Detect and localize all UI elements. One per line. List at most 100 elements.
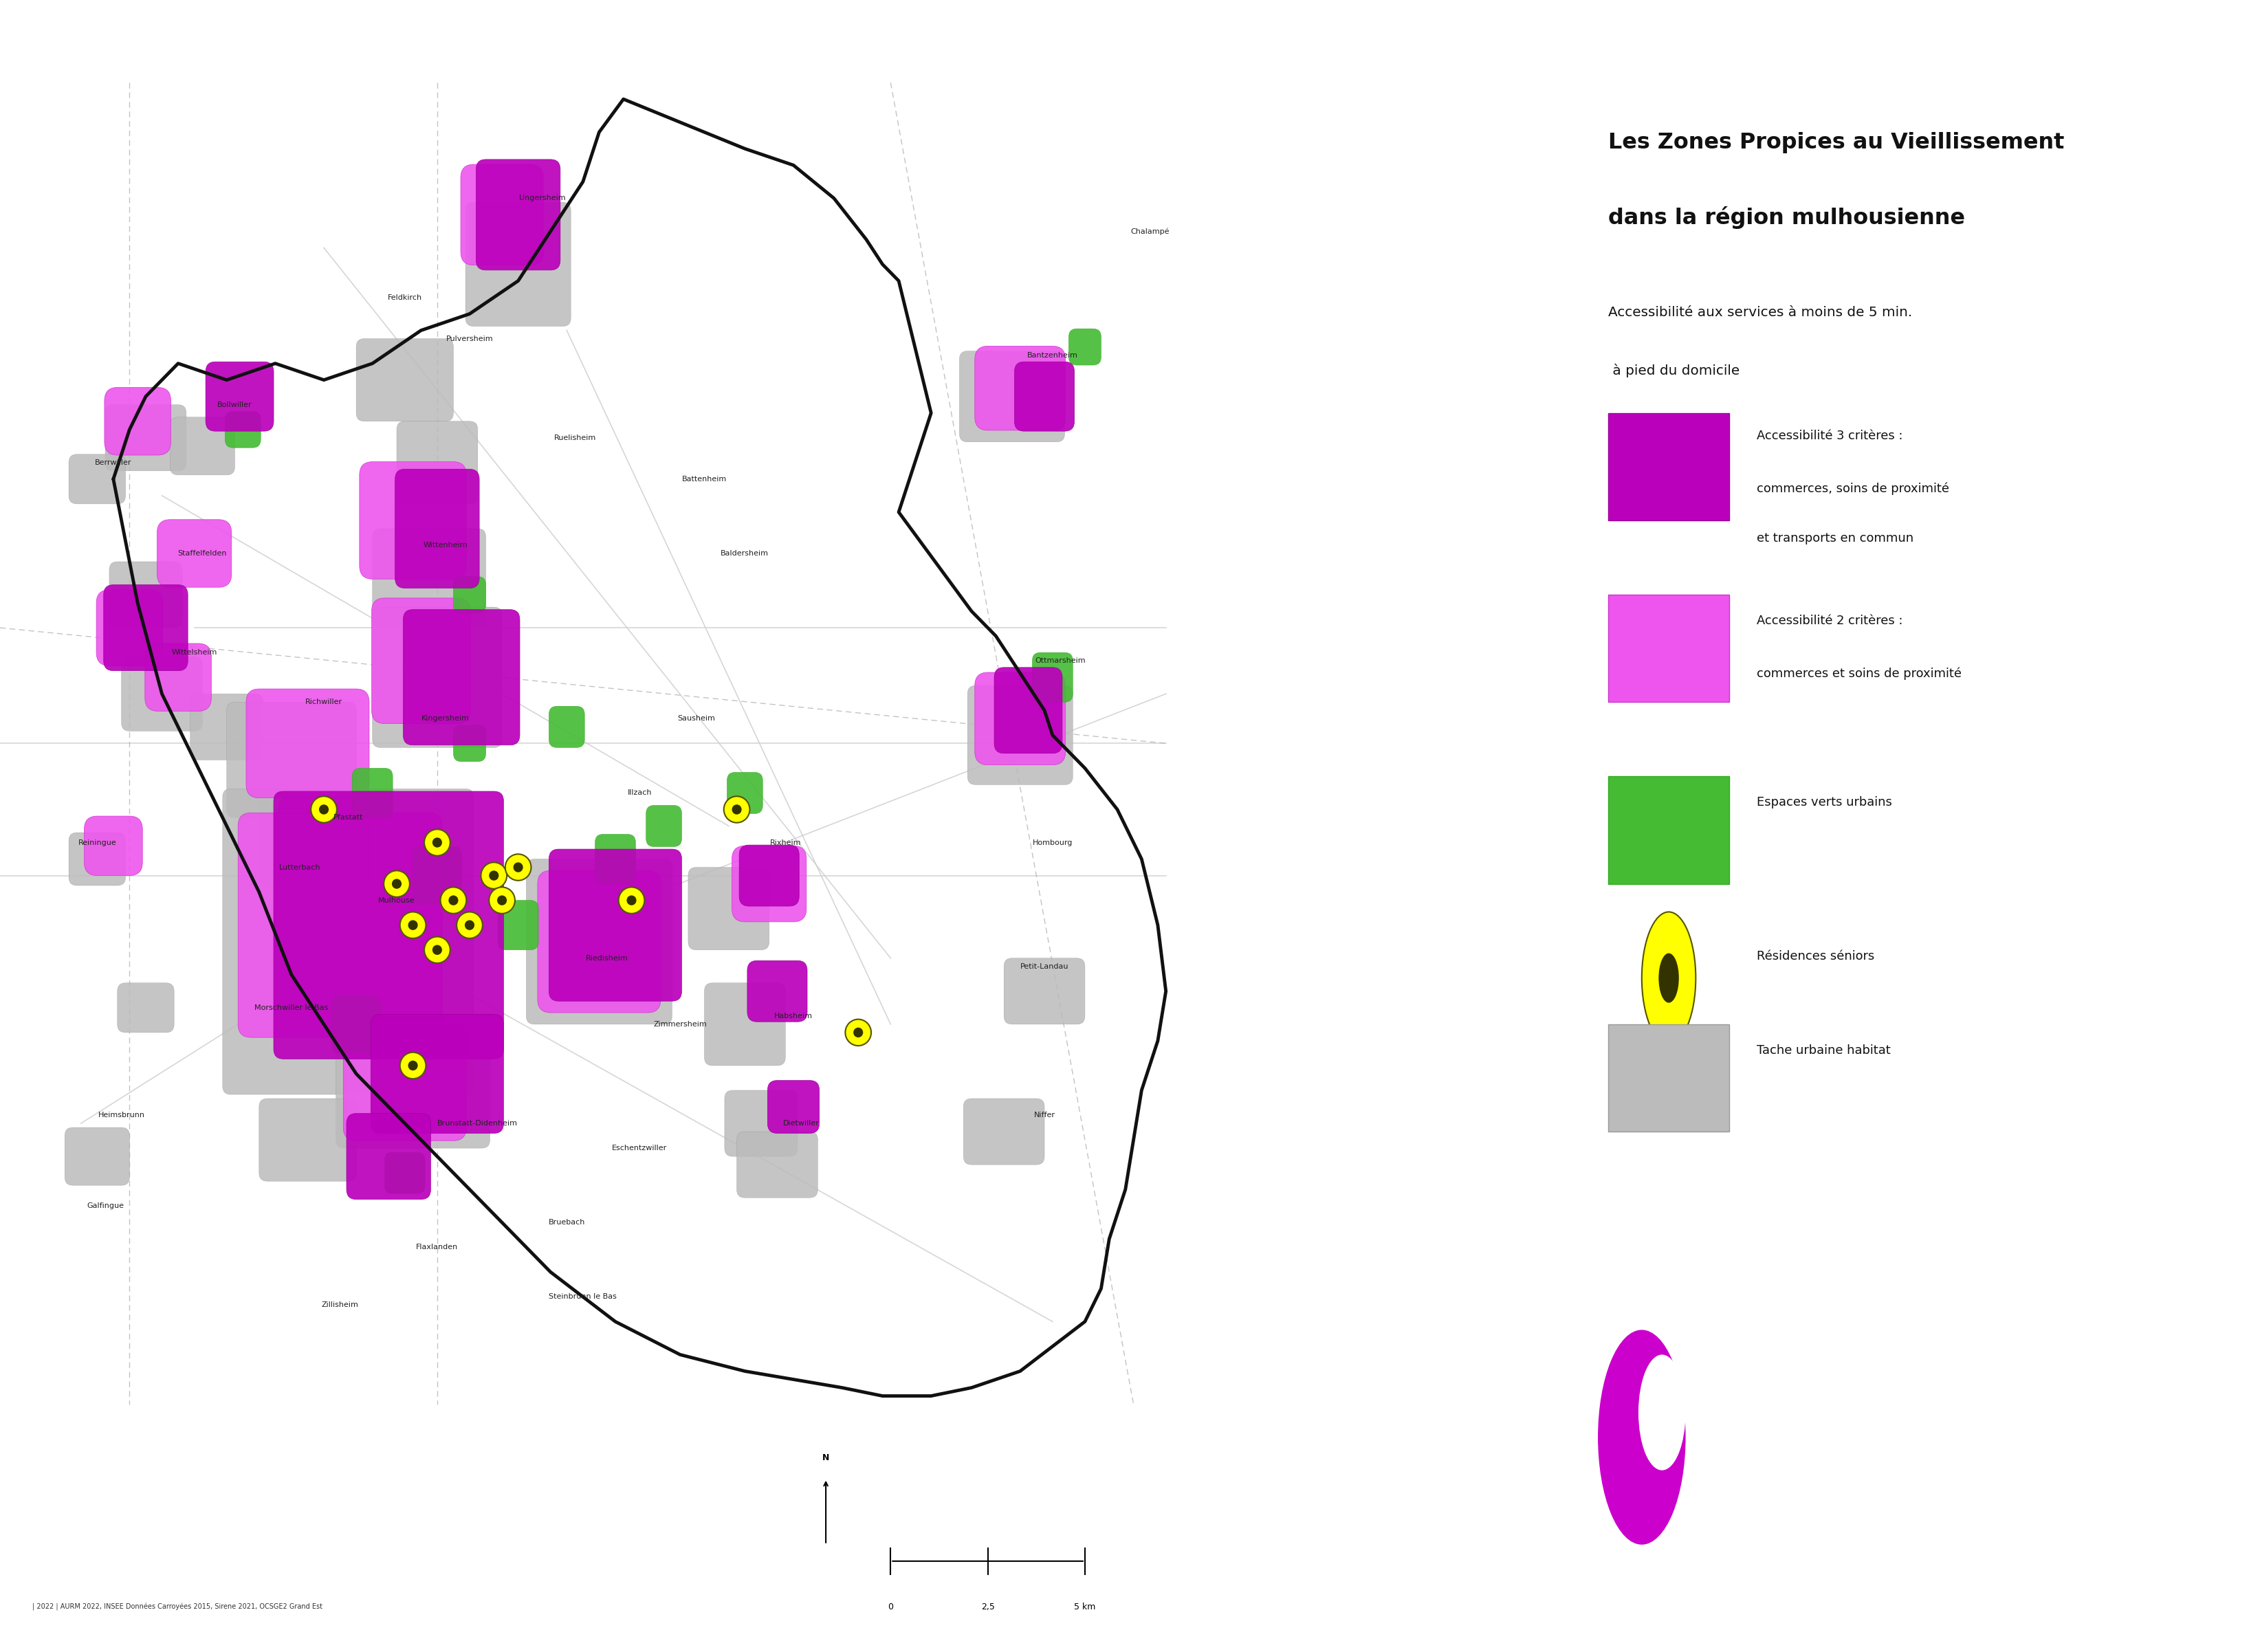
FancyBboxPatch shape [466,203,571,325]
Circle shape [513,862,524,872]
Text: N: N [823,1454,830,1462]
Text: Résidences séniors: Résidences séniors [1756,950,1873,961]
FancyBboxPatch shape [245,689,369,798]
Circle shape [466,920,475,930]
Circle shape [407,1061,418,1070]
Text: Dietwiller: Dietwiller [783,1120,819,1127]
FancyBboxPatch shape [963,1099,1044,1165]
Circle shape [425,829,450,856]
Text: Bantzenheim: Bantzenheim [1028,352,1077,358]
FancyBboxPatch shape [121,656,202,730]
FancyBboxPatch shape [335,1032,490,1148]
FancyBboxPatch shape [738,1132,819,1198]
Text: Hombourg: Hombourg [1032,839,1073,846]
FancyBboxPatch shape [960,350,1064,441]
FancyBboxPatch shape [704,983,785,1066]
Text: Tache urbaine habitat: Tache urbaine habitat [1756,1044,1891,1056]
Circle shape [731,805,742,814]
Text: Illzach: Illzach [627,790,652,796]
Text: Flaxlanden: Flaxlanden [416,1244,459,1251]
Text: Heimsbrunn: Heimsbrunn [99,1112,144,1118]
FancyBboxPatch shape [461,164,544,264]
FancyBboxPatch shape [97,590,162,666]
Text: Sausheim: Sausheim [677,715,715,722]
FancyBboxPatch shape [103,387,171,454]
FancyBboxPatch shape [497,900,538,950]
Circle shape [627,895,636,905]
FancyBboxPatch shape [70,454,126,504]
FancyBboxPatch shape [191,694,263,760]
Text: Wittenheim: Wittenheim [423,542,468,548]
Text: Zimmersheim: Zimmersheim [654,1021,706,1028]
Text: Feldkirch: Feldkirch [387,294,423,301]
Circle shape [488,887,515,914]
Text: Morschwiller le Bas: Morschwiller le Bas [254,1004,328,1011]
Text: Habsheim: Habsheim [774,1013,812,1019]
Circle shape [1642,912,1696,1044]
Text: Berrwiller: Berrwiller [94,459,133,466]
Circle shape [506,854,531,881]
Text: Bollwiller: Bollwiller [218,401,252,408]
Text: dans la région mulhousienne: dans la région mulhousienne [1608,206,1966,230]
Text: Ruelisheim: Ruelisheim [553,434,596,441]
Text: 0: 0 [888,1602,893,1611]
Circle shape [432,945,443,955]
FancyBboxPatch shape [333,995,380,1054]
Text: Petit-Landau: Petit-Landau [1021,963,1068,970]
FancyBboxPatch shape [1068,329,1102,365]
FancyBboxPatch shape [396,469,479,588]
Circle shape [400,912,425,938]
FancyBboxPatch shape [967,686,1073,785]
Circle shape [1597,1330,1687,1545]
Text: Chalampé: Chalampé [1131,228,1169,235]
Text: Lutterbach: Lutterbach [279,864,319,871]
FancyBboxPatch shape [371,598,470,724]
FancyBboxPatch shape [259,796,355,889]
FancyBboxPatch shape [205,362,274,431]
FancyBboxPatch shape [373,608,502,747]
Circle shape [1637,1355,1685,1470]
FancyBboxPatch shape [106,405,187,471]
Text: commerces et soins de proximité: commerces et soins de proximité [1756,667,1961,681]
FancyBboxPatch shape [454,577,486,613]
FancyBboxPatch shape [360,461,466,578]
Text: | 2022 | AURM 2022, INSEE Données Carroyées 2015, Sirene 2021, OCSGE2 Grand Est: | 2022 | AURM 2022, INSEE Données Carroy… [31,1602,322,1611]
Text: Zillisheim: Zillisheim [322,1302,358,1308]
Circle shape [618,887,645,914]
FancyBboxPatch shape [645,806,681,846]
Circle shape [425,937,450,963]
Text: Kingersheim: Kingersheim [421,715,470,722]
FancyBboxPatch shape [223,790,475,1094]
FancyBboxPatch shape [103,585,189,671]
FancyBboxPatch shape [65,1127,130,1186]
FancyBboxPatch shape [740,846,798,905]
Circle shape [488,871,499,881]
Text: Wittelsheim: Wittelsheim [171,649,218,656]
FancyBboxPatch shape [688,867,769,950]
Circle shape [457,912,484,938]
FancyBboxPatch shape [403,610,520,745]
Circle shape [407,920,418,930]
FancyBboxPatch shape [477,160,560,269]
Bar [1608,776,1729,884]
Text: 2,5: 2,5 [981,1602,994,1611]
Circle shape [724,796,749,823]
FancyBboxPatch shape [353,768,394,818]
FancyBboxPatch shape [259,1099,355,1181]
FancyBboxPatch shape [144,643,211,710]
Text: Steinbrunn le Bas: Steinbrunn le Bas [549,1294,616,1300]
Circle shape [497,895,506,905]
FancyBboxPatch shape [724,1090,798,1156]
FancyBboxPatch shape [538,871,661,1013]
Text: Riedisheim: Riedisheim [587,955,627,961]
FancyBboxPatch shape [596,834,636,884]
FancyBboxPatch shape [346,1113,432,1199]
Circle shape [385,871,409,897]
Text: Reiningue: Reiningue [79,839,117,846]
FancyBboxPatch shape [83,816,142,876]
Circle shape [852,1028,864,1037]
FancyBboxPatch shape [1003,958,1084,1024]
Text: Accessibilité 3 critères :: Accessibilité 3 critères : [1756,430,1903,441]
Text: Pulversheim: Pulversheim [445,335,493,342]
FancyBboxPatch shape [1014,362,1075,431]
